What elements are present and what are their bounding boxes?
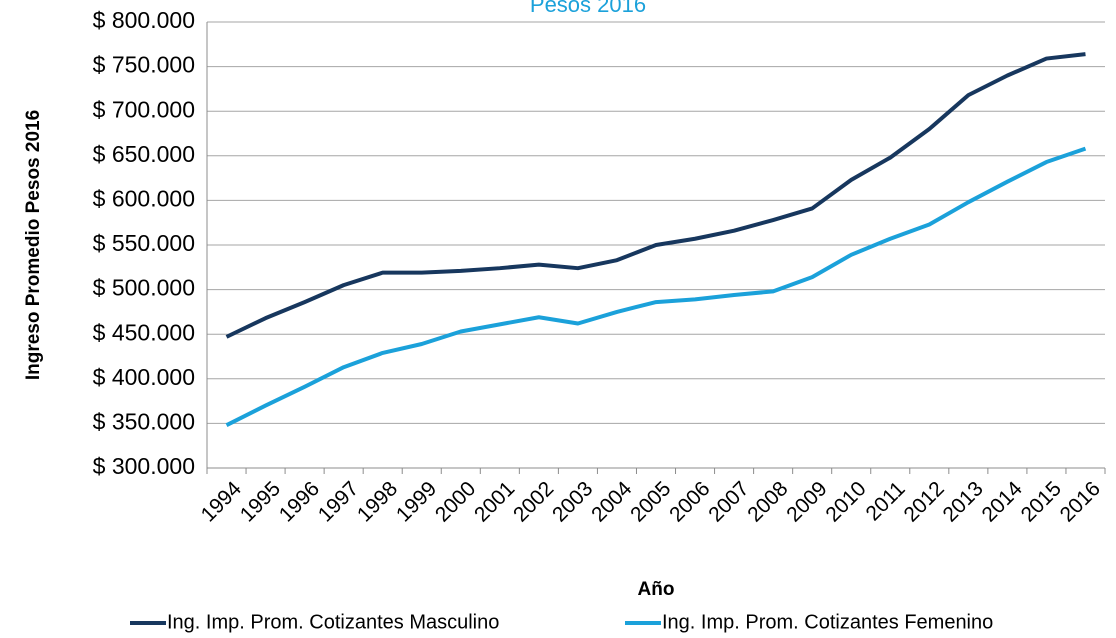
- x-tick-label: 2000: [431, 477, 480, 526]
- x-tick-label: 2013: [939, 477, 988, 526]
- x-tick-label: 1997: [314, 477, 363, 526]
- x-tick-label: 1996: [275, 477, 324, 526]
- x-tick-label: 2004: [587, 477, 637, 527]
- y-tick-label: $ 450.000: [93, 319, 195, 345]
- x-tick-label: 2009: [782, 477, 831, 526]
- y-tick-label: $ 700.000: [93, 96, 195, 122]
- x-tick-label: 2003: [548, 477, 597, 526]
- line-series: [225, 146, 1087, 427]
- x-tick-label: 2016: [1056, 477, 1105, 526]
- x-tick-label: 2010: [821, 477, 870, 526]
- y-tick-label: $ 550.000: [93, 230, 195, 256]
- x-tick-label: 1999: [392, 477, 441, 526]
- y-tick-label: $ 600.000: [93, 185, 195, 211]
- x-tick-label: 2002: [509, 477, 558, 526]
- y-tick-label: $ 750.000: [93, 52, 195, 78]
- x-axis-label: Año: [638, 579, 675, 600]
- legend-label: Ing. Imp. Prom. Cotizantes Femenino: [662, 611, 993, 633]
- y-tick-label: $ 500.000: [93, 275, 195, 301]
- x-tick-label: 2011: [862, 477, 910, 525]
- x-tick-label: 2007: [704, 477, 753, 526]
- x-tick-label: 2001: [470, 477, 519, 526]
- x-tick-label: 2015: [1017, 477, 1066, 526]
- y-tick-label: $ 350.000: [93, 408, 195, 434]
- legend-label: Ing. Imp. Prom. Cotizantes Masculino: [167, 611, 499, 633]
- y-tick-label: $ 650.000: [93, 141, 195, 167]
- y-tick-label: $ 300.000: [93, 453, 195, 479]
- chart-title: Pesos 2016: [530, 0, 646, 17]
- x-tick-label: 2012: [899, 477, 948, 526]
- line-series: [225, 52, 1086, 339]
- x-tick-label: 1994: [197, 477, 247, 527]
- x-tick-label: 2006: [665, 477, 714, 526]
- y-axis-label: Ingreso Promedio Pesos 2016: [23, 110, 44, 380]
- y-tick-label: $ 800.000: [93, 7, 195, 33]
- x-tick-label: 2005: [626, 477, 675, 526]
- x-tick-label: 2008: [743, 477, 792, 526]
- x-tick-label: 2014: [978, 477, 1028, 527]
- y-tick-label: $ 400.000: [93, 364, 195, 390]
- x-tick-label: 1995: [236, 477, 285, 526]
- x-tick-label: 1998: [353, 477, 402, 526]
